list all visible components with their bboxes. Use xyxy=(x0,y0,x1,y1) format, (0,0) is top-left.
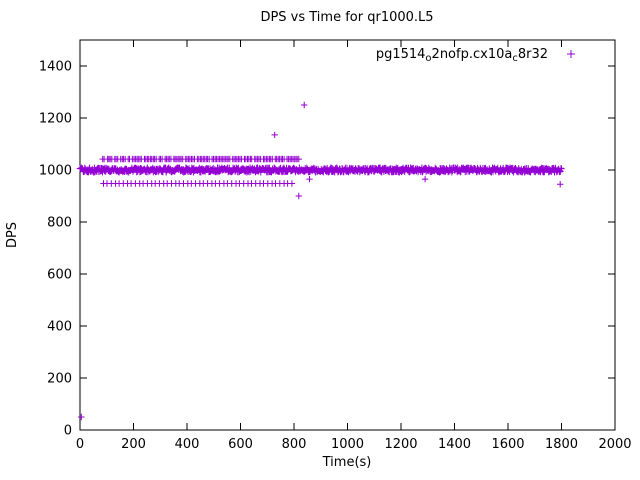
y-tick-label: 400 xyxy=(47,320,72,335)
x-tick-label: 800 xyxy=(282,437,307,452)
chart-title: DPS vs Time for qr1000.L5 xyxy=(260,10,433,25)
x-tick-label: 1200 xyxy=(384,437,417,452)
y-tick-label: 0 xyxy=(64,424,72,439)
x-tick-label: 2000 xyxy=(598,437,631,452)
x-tick-label: 0 xyxy=(76,437,84,452)
legend: pg1514o2nofp.cx10ac8r32 xyxy=(376,47,575,64)
x-tick-label: 1800 xyxy=(545,437,578,452)
y-tick-label: 200 xyxy=(47,372,72,387)
x-tick-label: 400 xyxy=(175,437,200,452)
data-points xyxy=(76,101,565,421)
y-tick-label: 1200 xyxy=(39,112,72,127)
y-axis-label: DPS xyxy=(5,222,20,248)
x-axis-label: Time(s) xyxy=(322,455,372,470)
y-tick-label: 800 xyxy=(47,216,72,231)
y-tick-label: 1000 xyxy=(39,164,72,179)
x-tick-label: 600 xyxy=(228,437,253,452)
legend-marker-icon xyxy=(567,50,575,58)
axes xyxy=(79,39,616,431)
series-markers xyxy=(76,101,565,421)
y-tick-label: 1400 xyxy=(39,60,72,75)
x-tick-label: 1600 xyxy=(491,437,524,452)
legend-label: pg1514o2nofp.cx10ac8r32 xyxy=(376,47,548,64)
tick-labels: 0 200 400 600 800 1000 1200 1400 1600 1800 2000 0 20… xyxy=(39,60,632,453)
x-tick-label: 1400 xyxy=(438,437,471,452)
y-tick-label: 600 xyxy=(47,268,72,283)
x-tick-label: 200 xyxy=(121,437,146,452)
x-tick-label: 1000 xyxy=(331,437,364,452)
